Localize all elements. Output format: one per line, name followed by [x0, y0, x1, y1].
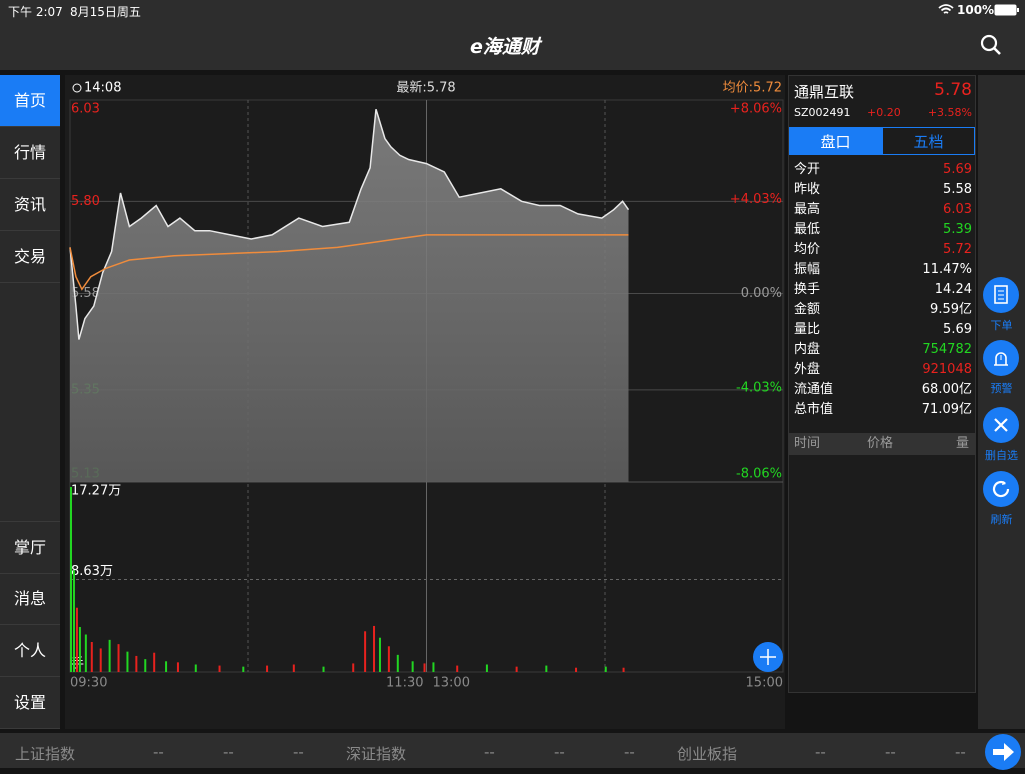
- battery-percent: 100%: [957, 3, 995, 17]
- trade-header: 时间 价格 量: [789, 433, 975, 455]
- index-name: 上证指数: [15, 745, 76, 763]
- stock-change: +0.20: [867, 106, 901, 119]
- next-button[interactable]: [985, 734, 1021, 770]
- side-button[interactable]: 删自选: [980, 407, 1023, 462]
- trade-col: 时间: [794, 436, 821, 451]
- button-label: 下单: [990, 319, 1013, 332]
- index-value: --: [554, 743, 565, 761]
- quote-row: 最高 6.03: [794, 200, 972, 220]
- quote-value: 9.59亿: [930, 302, 972, 317]
- quote-row: 均价 5.72: [794, 240, 972, 260]
- menu-item[interactable]: 消息: [0, 573, 60, 625]
- index-value: --: [624, 743, 635, 761]
- button-icon: [983, 407, 1019, 443]
- quote-value: 6.03: [943, 202, 972, 217]
- index-value: --: [955, 743, 966, 761]
- action-column: 下单 预警 删自选 刷新: [978, 75, 1025, 729]
- wifi-icon: [938, 4, 954, 14]
- nav-bar: e海通财: [0, 20, 1025, 70]
- quote-value: 11.47%: [922, 262, 972, 277]
- quote-row: 流通值 68.00亿: [794, 380, 972, 400]
- quote-label: 换手: [794, 282, 821, 297]
- menu-item[interactable]: 交易: [0, 231, 60, 283]
- side-button[interactable]: 预警: [980, 340, 1023, 395]
- status-bar: 下午 2:07 8月15日周五 100%: [0, 0, 1025, 20]
- quote-label: 外盘: [794, 362, 821, 377]
- button-icon: [983, 277, 1019, 313]
- side-button[interactable]: 刷新: [980, 471, 1023, 526]
- menu-item[interactable]: 资讯: [0, 179, 60, 231]
- tab[interactable]: 盘口: [789, 127, 882, 155]
- stock-code: SZ002491: [794, 106, 851, 119]
- quote-value: 68.00亿: [921, 382, 972, 397]
- quote-value: 71.09亿: [921, 402, 972, 417]
- trade-col: 量: [955, 436, 969, 451]
- battery-icon: [994, 4, 1019, 16]
- quote-row: 今开 5.69: [794, 160, 972, 180]
- quote-label: 流通值: [794, 382, 834, 397]
- index-name: 深证指数: [346, 745, 407, 763]
- button-icon: [983, 340, 1019, 376]
- arrow-icon: [985, 734, 1021, 770]
- quote-row: 外盘 921048: [794, 360, 972, 380]
- quote-label: 昨收: [794, 182, 821, 197]
- quote-value: 5.39: [943, 222, 972, 237]
- clock: 下午 2:07: [8, 5, 63, 19]
- quote-panel: 通鼎互联 5.78 SZ002491 +0.20 +3.58% 盘口 五档今开 5.69 昨收 5…: [788, 75, 976, 693]
- quote-value: 5.69: [943, 322, 972, 337]
- quote-value: 14.24: [934, 282, 972, 297]
- index-value: --: [153, 743, 164, 761]
- index-bar: 上证指数 -- -- -- 深证指数 -- -- -- 创业板指 -- -- --: [0, 733, 1025, 770]
- menu-item[interactable]: 设置: [0, 677, 60, 729]
- quote-value: 5.58: [943, 182, 972, 197]
- menu-item[interactable]: 首页: [0, 75, 60, 127]
- quote-row: 最低 5.39: [794, 220, 972, 240]
- stock-name: 通鼎互联: [794, 83, 855, 101]
- quote-label: 振幅: [794, 262, 821, 277]
- button-label: 删自选: [985, 449, 1018, 462]
- quote-value: 754782: [922, 342, 972, 357]
- trade-col: 价格: [867, 436, 894, 451]
- quote-label: 均价: [794, 242, 821, 257]
- button-label: 预警: [990, 382, 1013, 395]
- menu-item[interactable]: 行情: [0, 127, 60, 179]
- index-value: --: [223, 743, 234, 761]
- stock-change-pct: +3.58%: [927, 106, 972, 119]
- quote-label: 金额: [794, 302, 821, 317]
- search-button[interactable]: [980, 34, 1002, 56]
- quote-row: 总市值 71.09亿: [794, 400, 972, 420]
- index-value: --: [484, 743, 495, 761]
- quote-value: 5.69: [943, 162, 972, 177]
- quote-label: 内盘: [794, 342, 821, 357]
- tab[interactable]: 五档: [882, 127, 975, 155]
- quote-value: 5.72: [943, 242, 972, 257]
- quote-label: 最高: [794, 202, 821, 217]
- index-value: --: [885, 743, 896, 761]
- button-icon: [983, 471, 1019, 507]
- date: 8月15日周五: [70, 5, 141, 19]
- quote-label: 量比: [794, 322, 821, 337]
- index-name: 创业板指: [677, 745, 738, 763]
- quote-label: 今开: [794, 162, 821, 177]
- quote-row: 换手 14.24: [794, 280, 972, 300]
- index-value: --: [815, 743, 826, 761]
- sidebar: 首页 行情 资讯 交易掌厅 消息 个人 设置: [0, 75, 60, 729]
- quote-row: 昨收 5.58: [794, 180, 972, 200]
- quote-value: 921048: [922, 362, 972, 377]
- quote-row: 振幅 11.47%: [794, 260, 972, 280]
- quote-label: 总市值: [794, 402, 834, 417]
- menu-item[interactable]: 掌厅: [0, 521, 60, 574]
- quote-label: 最低: [794, 222, 821, 237]
- chart-panel: [65, 75, 785, 729]
- quote-row: 量比 5.69: [794, 320, 972, 340]
- button-label: 刷新: [990, 513, 1013, 526]
- app-title: e海通财: [470, 36, 540, 58]
- quote-row: 内盘 754782: [794, 340, 972, 360]
- index-value: --: [293, 743, 304, 761]
- menu-item[interactable]: 个人: [0, 625, 60, 677]
- quote-row: 金额 9.59亿: [794, 300, 972, 320]
- stock-price: 5.78: [934, 80, 972, 100]
- side-button[interactable]: 下单: [980, 277, 1023, 332]
